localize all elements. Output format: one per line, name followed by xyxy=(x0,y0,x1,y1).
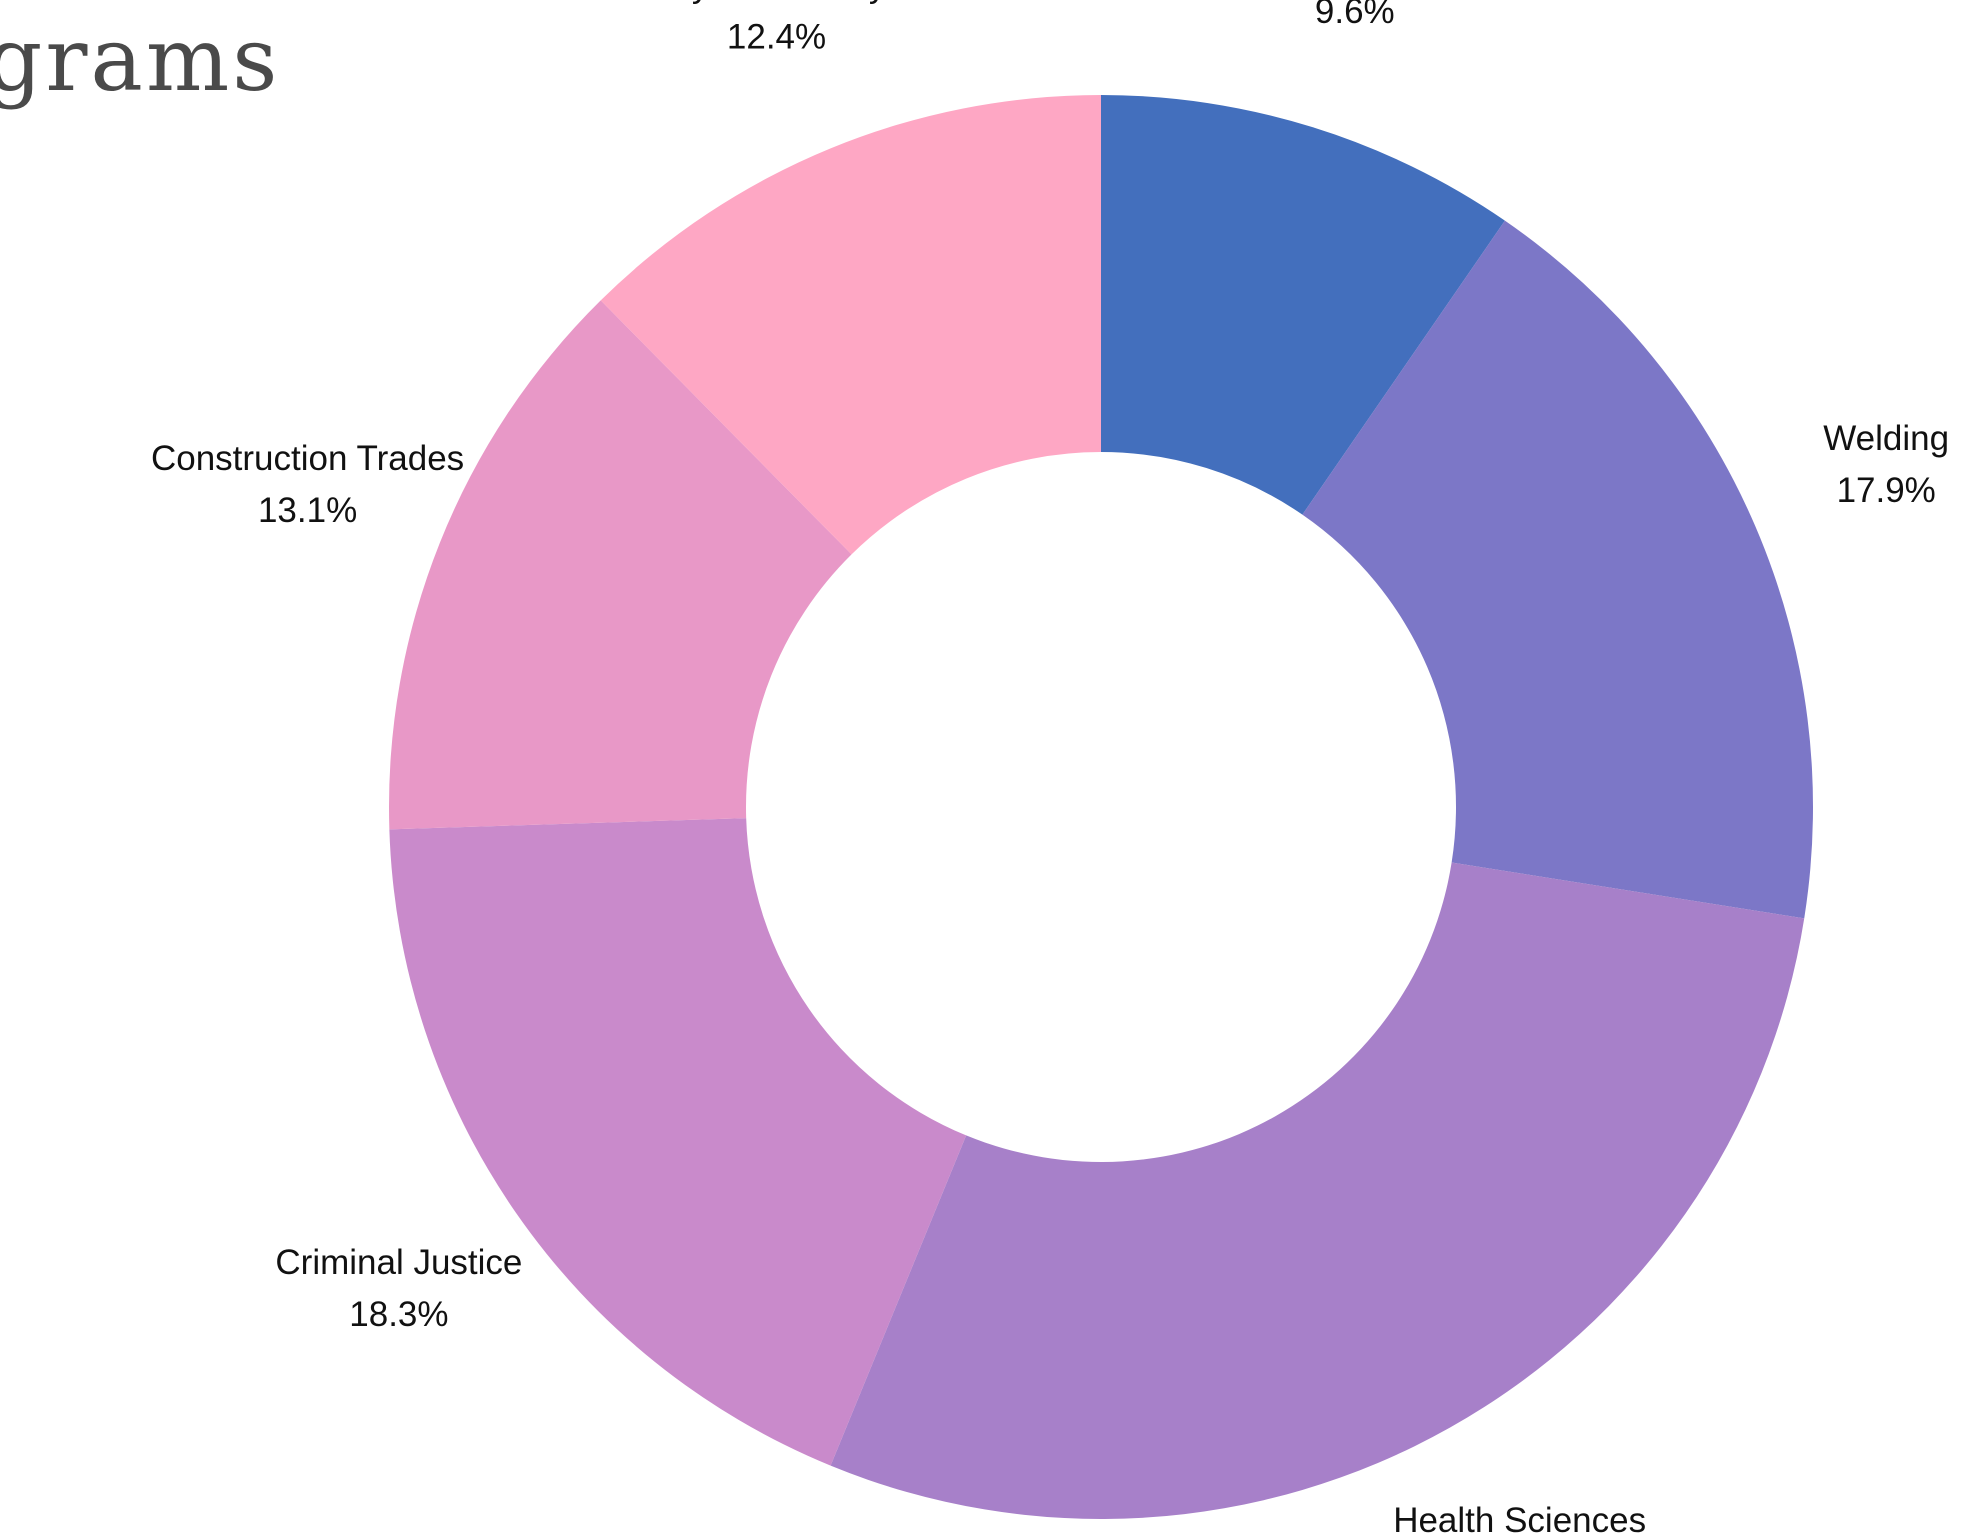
slice-label: Criminal Justice xyxy=(275,1243,522,1282)
chart-title: grams xyxy=(0,8,280,111)
slice-value-label: 9.6% xyxy=(1315,0,1395,31)
slice-label: Construction Trades xyxy=(151,439,464,478)
slice-label: CyberSecurity xyxy=(667,0,887,5)
slice-value-label: 12.4% xyxy=(727,18,826,57)
slice-value-label: 13.1% xyxy=(258,491,357,530)
slice-value-label: 17.9% xyxy=(1837,471,1936,510)
slice xyxy=(600,95,1101,555)
slice-value-label: 18.3% xyxy=(349,1295,448,1334)
slice-label: Welding xyxy=(1823,419,1949,458)
slice-label: Health Sciences xyxy=(1393,1501,1646,1535)
slice xyxy=(830,862,1805,1520)
slice xyxy=(1101,95,1505,515)
slice xyxy=(1302,220,1813,919)
slice xyxy=(389,818,967,1466)
slice xyxy=(389,300,852,830)
